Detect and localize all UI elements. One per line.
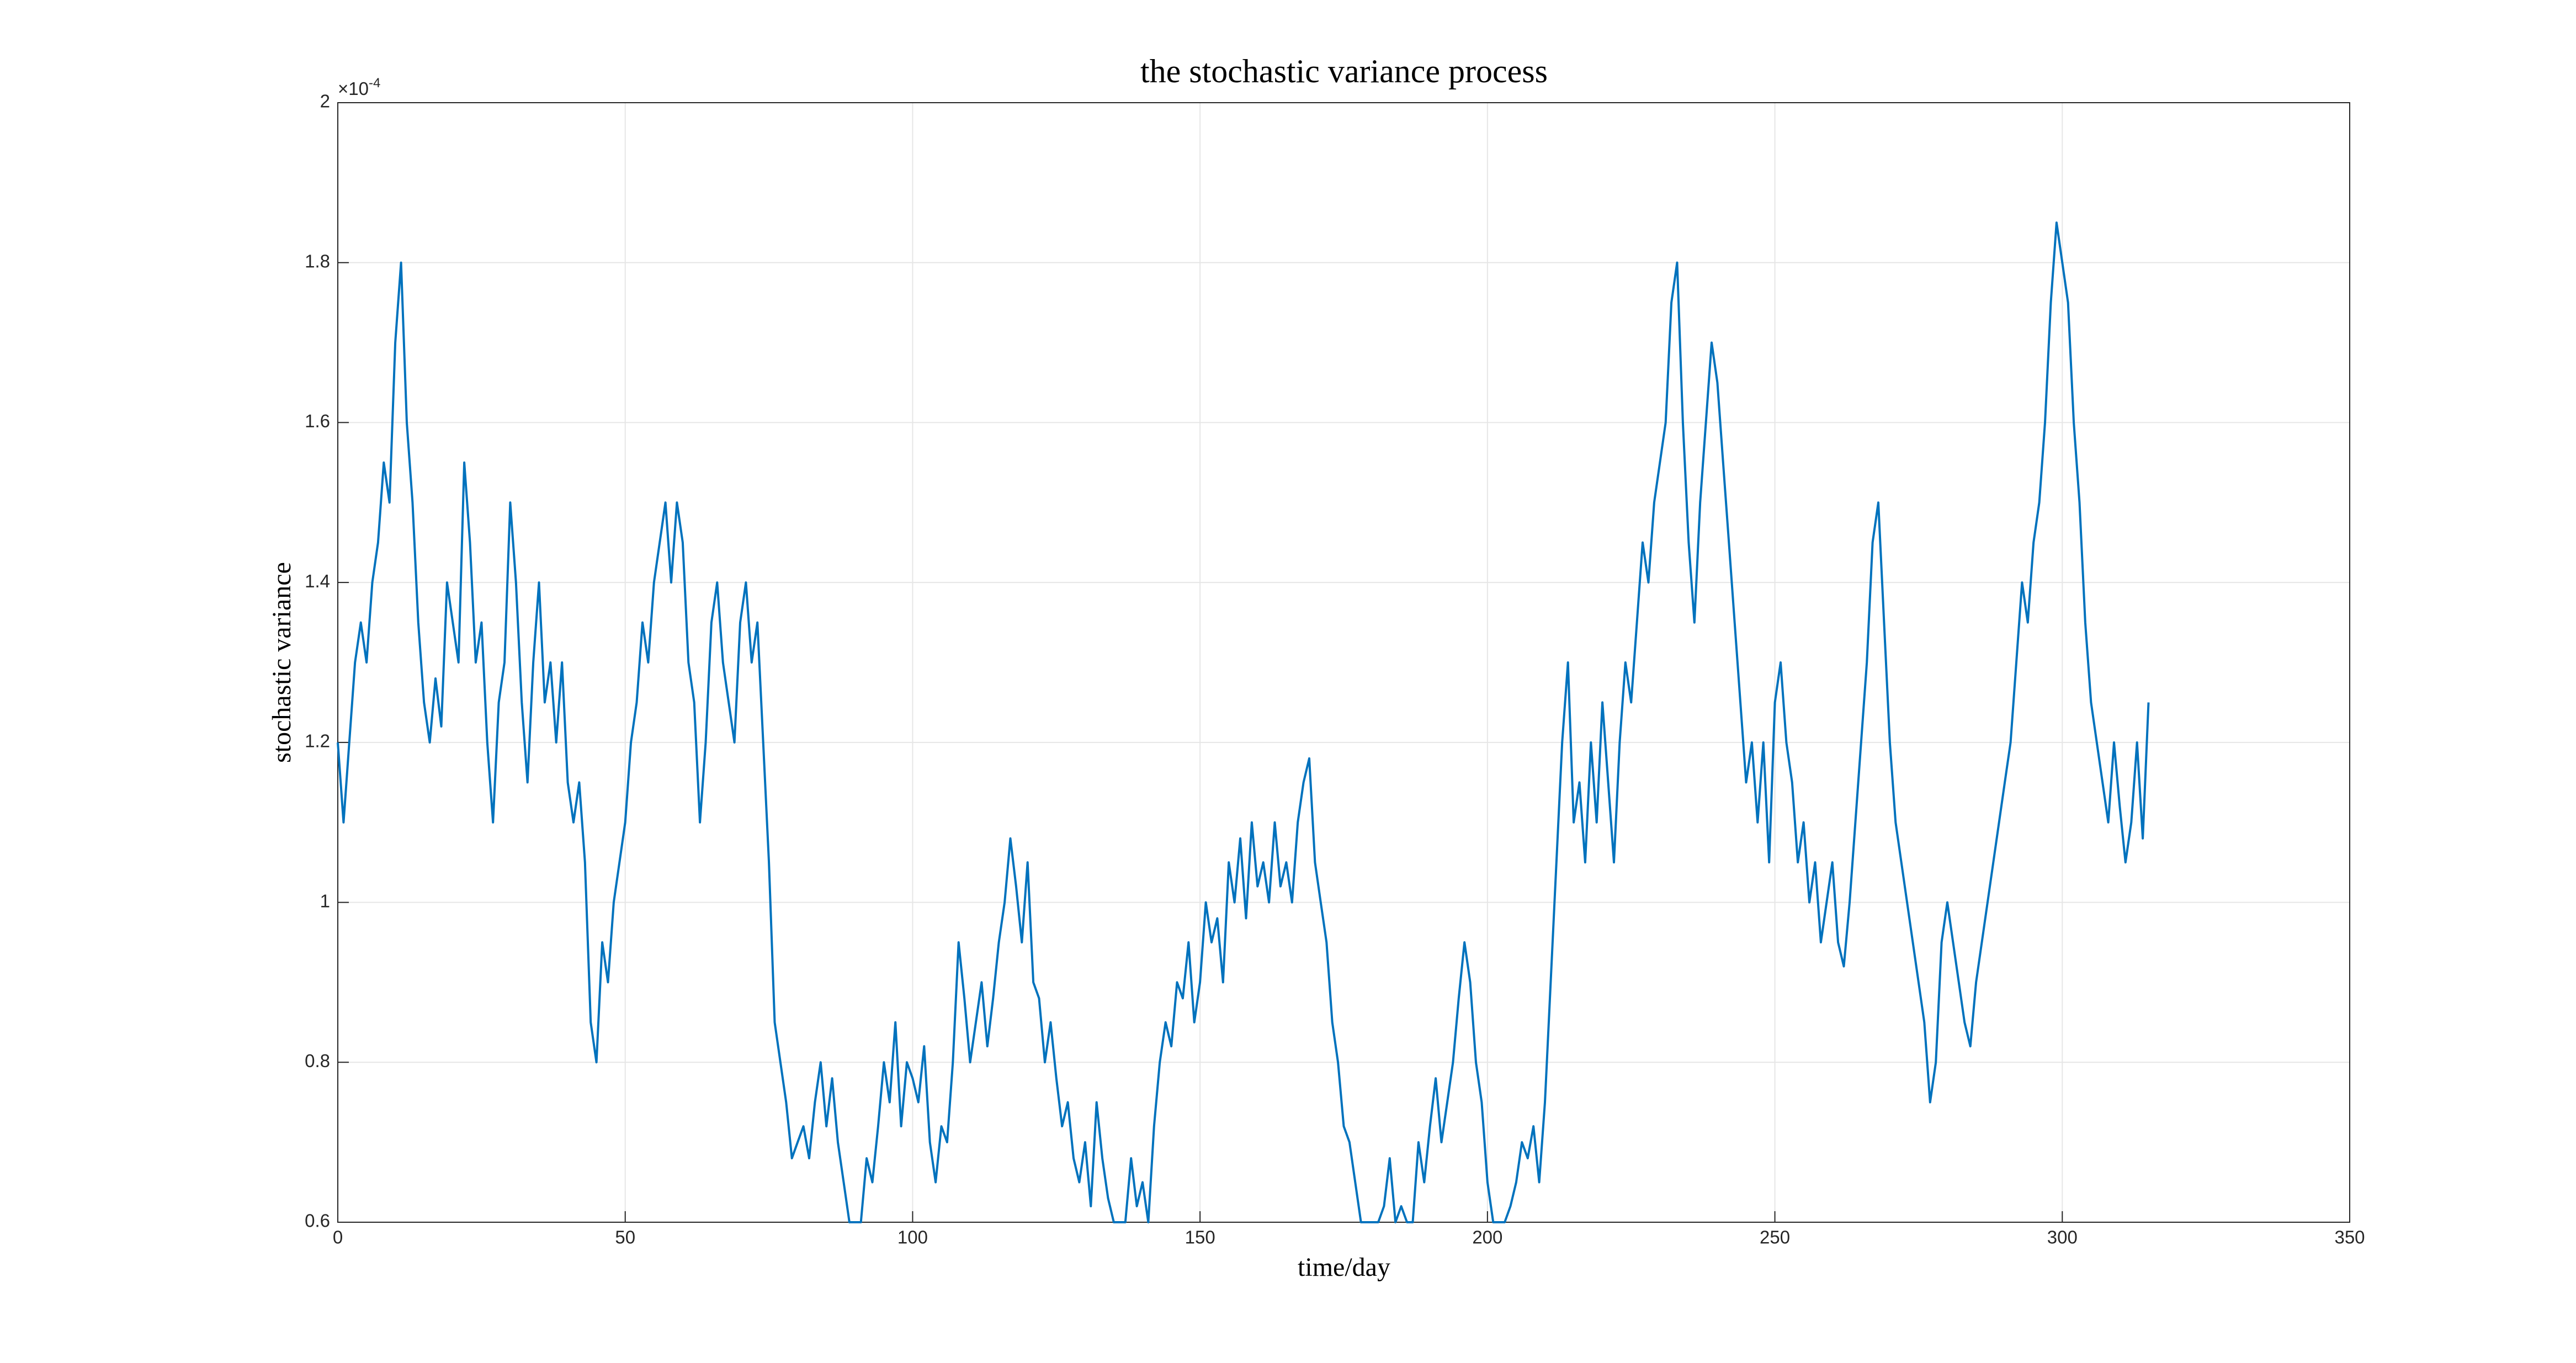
y-multiplier-exponent: -4 [369, 76, 380, 91]
y-tick-label: 1.2 [305, 731, 330, 751]
x-tick-label: 200 [1472, 1227, 1502, 1248]
y-tick-label: 1.4 [305, 571, 330, 591]
x-tick-label: 50 [615, 1227, 635, 1248]
y-tick-label: 0.8 [305, 1051, 330, 1071]
x-tick-label: 0 [333, 1227, 343, 1248]
y-tick-label: 2 [320, 91, 330, 112]
y-tick-label: 1 [320, 890, 330, 911]
x-axis-label: time/day [1298, 1253, 1390, 1282]
x-tick-label: 250 [1760, 1227, 1790, 1248]
y-multiplier: ×10-4 [338, 76, 380, 99]
x-tick-label: 300 [2047, 1227, 2078, 1248]
x-tick-label: 100 [897, 1227, 928, 1248]
chart-title: the stochastic variance process [1140, 53, 1548, 89]
x-tick-label: 350 [2334, 1227, 2365, 1248]
y-tick-label: 1.6 [305, 411, 330, 431]
data-line [337, 221, 2150, 1223]
x-tick-label: 150 [1185, 1227, 1215, 1248]
y-axis-label: stochastic variance [267, 562, 296, 763]
plot-frame [337, 102, 2350, 1223]
y-tick-label: 0.6 [305, 1211, 330, 1231]
y-multiplier-base: ×10 [338, 78, 369, 99]
y-tick-label: 1.8 [305, 251, 330, 271]
